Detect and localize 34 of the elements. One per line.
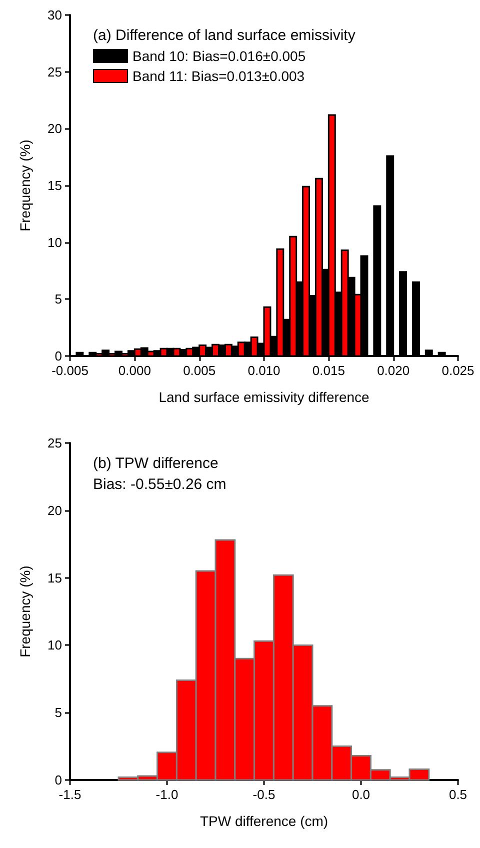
text: (b) TPW difference: [93, 455, 218, 472]
y-tick-label: 20: [48, 502, 62, 518]
y-axis-title: Frequency (%): [17, 566, 33, 658]
x-tick-label: -1.0: [156, 787, 178, 802]
y-tick-label: 10: [48, 234, 62, 250]
x-tick-label: 0.0: [352, 787, 370, 802]
text: (a) Difference of land surface emissivity: [93, 27, 356, 44]
y-axis-title: Frequency (%): [17, 140, 33, 232]
x-tick-label: -0.005: [52, 363, 88, 378]
text: Bias: -0.55±0.26 cm: [93, 476, 226, 493]
y-tick-label: 15: [48, 570, 62, 586]
x-axis-title: Land surface emissivity difference: [158, 389, 370, 405]
x-tick-label: -1.5: [58, 787, 82, 802]
x-tick-label: 0.010: [248, 363, 280, 378]
legend-label: Band 11: Bias=0.013±0.003: [132, 68, 305, 84]
y-tick-label: 5: [54, 705, 62, 720]
x-tick-label: 0.015: [312, 363, 345, 378]
x-tick-label: 0.000: [118, 363, 151, 378]
y-tick-label: 25: [48, 64, 62, 80]
x-tick-label: 0.025: [442, 363, 474, 378]
y-tick-label: 10: [48, 638, 62, 653]
legend-label: Band 10: Bias=0.016±0.005: [132, 48, 306, 64]
y-tick-label: 30: [48, 8, 62, 22]
x-tick-label: -0.5: [252, 787, 276, 802]
x-axis-title: TPW difference (cm): [200, 813, 328, 829]
y-tick-label: 0: [54, 772, 62, 788]
y-tick-label: 20: [48, 121, 62, 136]
x-tick-label: 0.5: [448, 787, 468, 802]
y-tick-label: 15: [48, 178, 62, 193]
x-tick-label: 0.005: [183, 363, 216, 378]
y-tick-label: 25: [48, 436, 62, 450]
y-tick-label: 0: [54, 348, 62, 364]
x-tick-label: 0.020: [377, 363, 410, 378]
y-tick-label: 5: [54, 292, 62, 307]
